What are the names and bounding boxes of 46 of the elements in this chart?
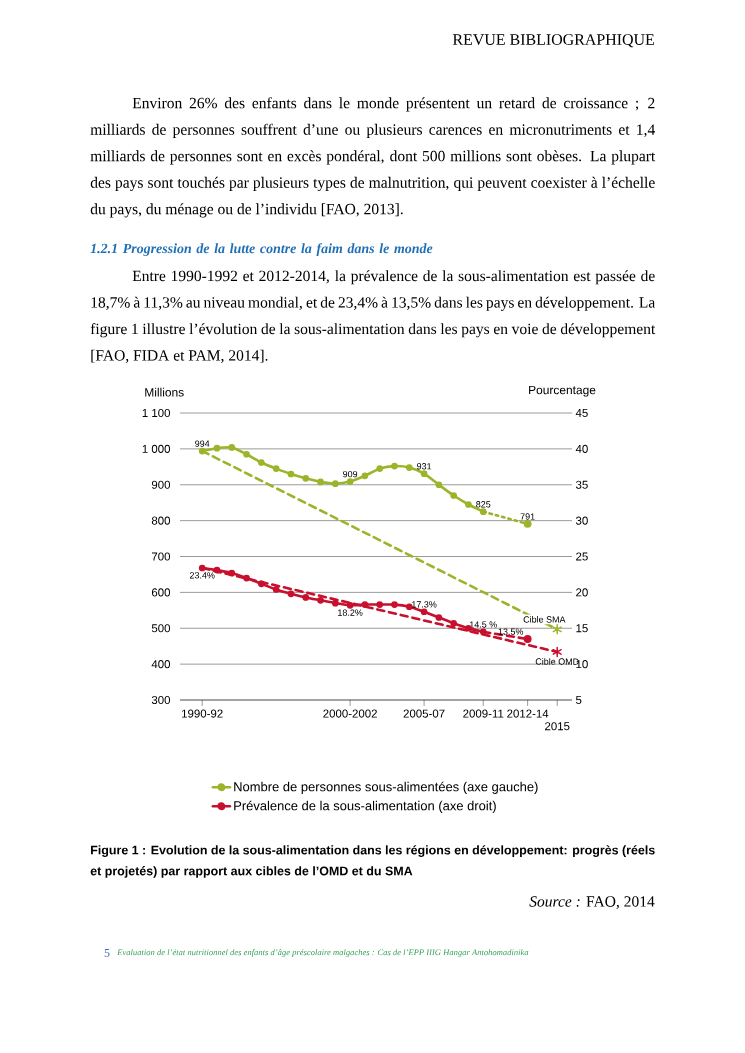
y-tick-label: 1 000	[142, 444, 171, 453]
data-label: 14.5 %	[469, 621, 497, 628]
text: Figure 1 : Evolution de la sous-alimentation dans les régions en développement: progrès (réels et projetés) par rapport aux cibles de l’OMD et du SMA	[90, 845, 655, 878]
data-label: 909	[343, 470, 358, 478]
data-label: 13.5%	[498, 628, 524, 635]
text: Evaluation de l’état nutritionnel des enfants d’âge préscolaire malgaches : Cas de l’EPP IIIG Hangar Antohomadinika	[117, 949, 529, 957]
data-label: 17.3%	[412, 601, 437, 608]
y-tick-label: 400	[151, 660, 171, 669]
text: Entre 1990-1992 et 2012-2014, la prévalence de la sous-alimentation est passée de 18,7% à 11,3% au niveau mondial, et de 23,4% à 13,5% dans les pays en développement. La figure 1 illustre l’évolution de la sous-alimentation dans les pays en voie de développement [FAO, FIDA et PAM, 2014].	[90, 270, 656, 363]
y2-tick-label: 25	[576, 552, 588, 561]
text: Source : FAO, 2014	[529, 896, 655, 909]
y2-tick-label: 5	[575, 696, 582, 704]
text: REVUE BIBLIOGRAPHIQUE	[452, 34, 654, 48]
y2-tick-label: 45	[575, 409, 588, 417]
y2-tick-label: 20	[576, 588, 588, 597]
y2-axis-title: Pourcentage	[529, 385, 596, 397]
legend-label: Prévalence de la sous-alimentation (axe droit)	[234, 800, 496, 813]
x-tick-label: 2000-2002	[323, 709, 377, 718]
text: 1.2.1 Progression de la lutte contre la faim dans le monde	[90, 243, 433, 256]
text: Environ 26% des enfants dans le monde présentent un retard de croissance ; 2 milliards de personnes souffrent d’une ou plusieurs carences en micronutriments et 1,4 milliards de personnes sont en excès pondéral, dont 500 millions sont obèses. La plupart des pays sont touchés par plusieurs types de malnutrition, qui peuvent coexister à l’échelle du pays, du ménage ou de l’individu [FAO, 2013].	[90, 97, 656, 218]
x-tick-label: 2009-11	[463, 709, 504, 718]
legend-label: Nombre de personnes sous-alimentées (axe gauche)	[234, 781, 538, 794]
y-tick-label: 300	[151, 695, 171, 705]
x-tick-label: 2015	[545, 722, 570, 731]
data-label: 18.2%	[338, 609, 363, 616]
x-tick-label: 2005-07	[403, 709, 445, 718]
y2-tick-label: 15	[576, 624, 588, 633]
y-tick-label: 700	[151, 552, 171, 561]
data-label: 931	[417, 463, 432, 470]
data-label: 791	[520, 513, 535, 520]
y-tick-label: 900	[151, 480, 171, 489]
y-tick-label: 600	[151, 588, 171, 597]
annotation: Cible SMA	[523, 616, 566, 623]
y-axis-title: Millions	[145, 387, 184, 397]
x-tick-label: 2012-14	[507, 709, 549, 718]
data-label: 23.4%	[189, 572, 215, 579]
y2-tick-label: 40	[575, 444, 588, 453]
data-label: 825	[476, 501, 491, 508]
y-tick-label: 500	[151, 624, 171, 633]
y2-tick-label: 35	[575, 480, 588, 489]
text: 5	[104, 949, 110, 957]
x-tick-label: 1990-92	[182, 709, 223, 718]
y-tick-label: 800	[151, 516, 171, 525]
y-tick-label: 1 100	[142, 408, 171, 418]
data-label: 994	[195, 440, 210, 447]
y2-tick-label: 30	[575, 516, 588, 525]
